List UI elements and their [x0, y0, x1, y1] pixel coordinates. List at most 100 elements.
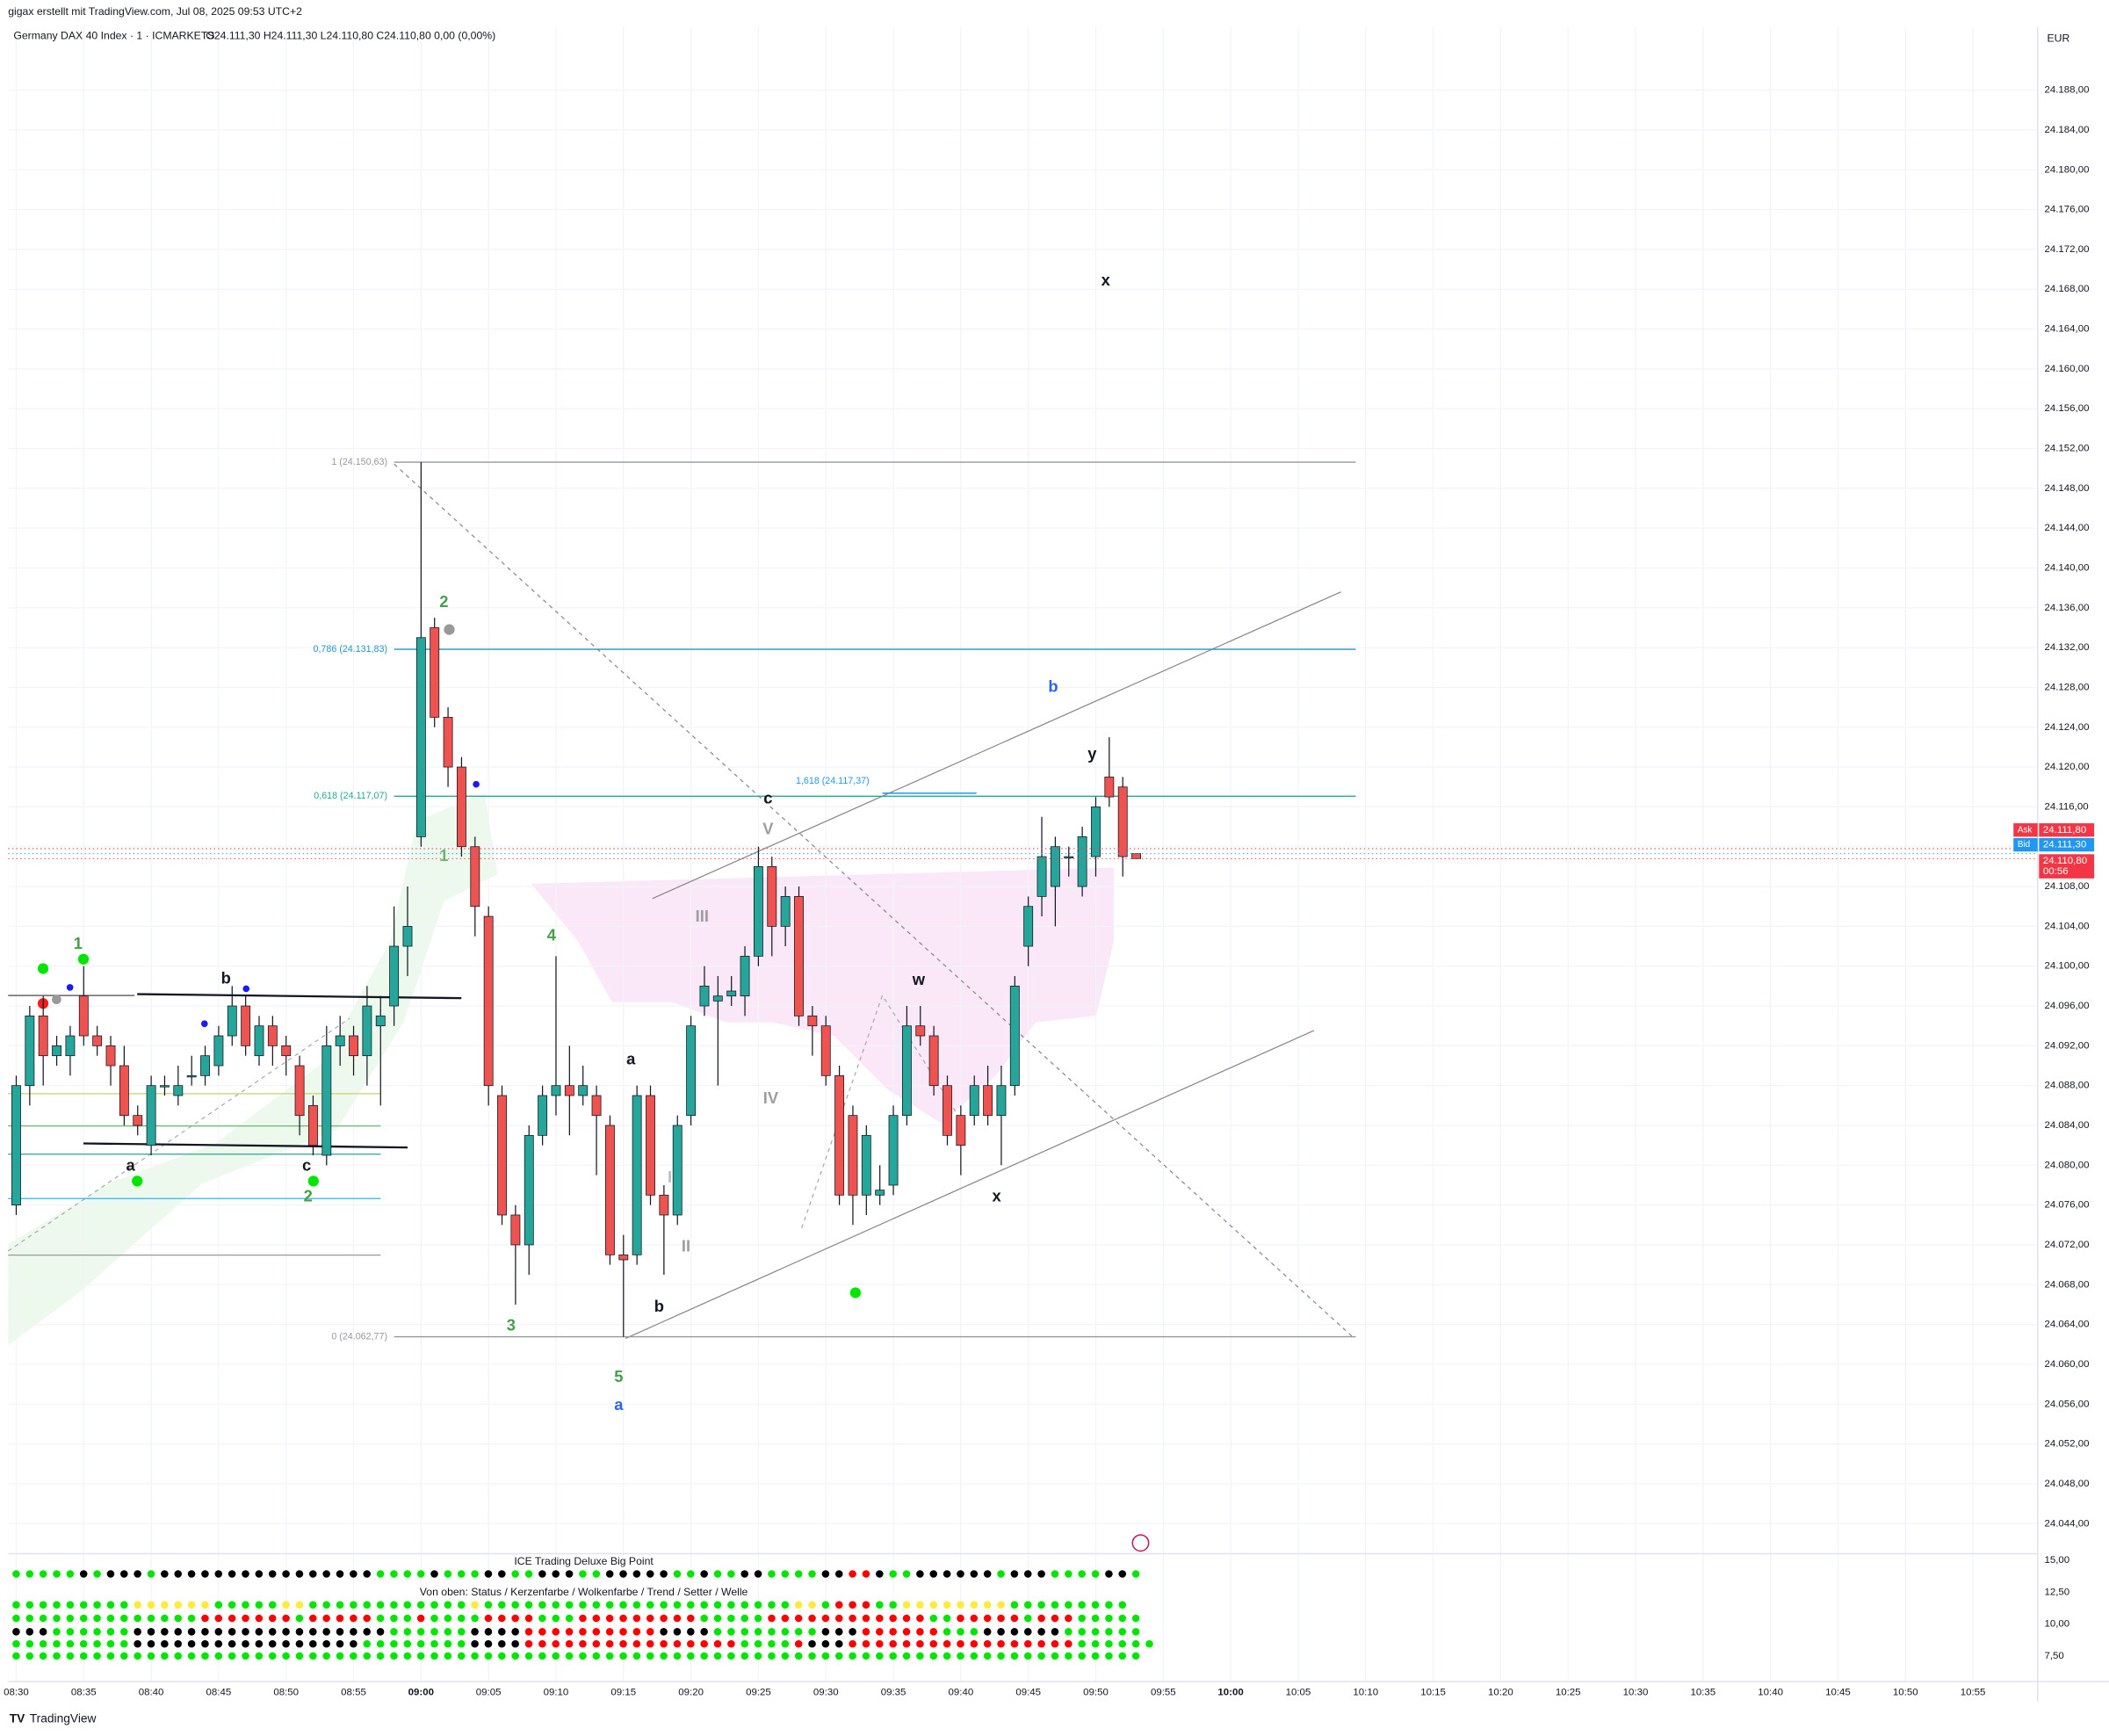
y-tick-label: 24.172,00	[2044, 244, 2089, 255]
indicator-dot	[1037, 1652, 1045, 1660]
indicator-dot	[309, 1601, 317, 1609]
candle-body	[983, 1085, 993, 1117]
indicator-dot	[187, 1614, 196, 1623]
candle-body	[65, 1035, 76, 1057]
indicator-dot	[538, 1639, 546, 1648]
indicator-dot	[632, 1601, 641, 1609]
indicator-dot	[619, 1570, 627, 1578]
indicator-dot	[242, 1570, 249, 1578]
indicator-dot	[889, 1614, 897, 1623]
indicator-dot	[93, 1614, 101, 1623]
indicator-dot	[1118, 1614, 1127, 1623]
wave-label: a	[614, 1395, 624, 1414]
indicator-dot	[579, 1652, 587, 1660]
indicator-dot	[740, 1601, 749, 1609]
wave-label: 1	[439, 846, 448, 864]
indicator-dot	[363, 1614, 372, 1623]
indicator-dot	[363, 1570, 372, 1578]
indicator-dot	[1023, 1614, 1032, 1623]
indicator-dot	[673, 1614, 682, 1623]
indicator-dot	[646, 1639, 654, 1648]
indicator-dot	[902, 1601, 911, 1609]
x-tick-label: 10:40	[1758, 1687, 1783, 1697]
indicator-dot	[660, 1601, 668, 1609]
indicator-dot	[943, 1570, 951, 1578]
indicator-dot	[970, 1628, 979, 1636]
alert-icon[interactable]	[1131, 1534, 1150, 1552]
indicator-dot	[511, 1628, 519, 1636]
indicator-dot	[471, 1652, 479, 1660]
candle-body	[389, 945, 400, 1007]
indicator-dot	[484, 1570, 493, 1578]
y-tick-label: 24.160,00	[2044, 364, 2089, 374]
indicator-dot	[119, 1628, 128, 1636]
indicator-dot	[943, 1628, 951, 1636]
indicator-dot	[552, 1601, 560, 1609]
indicator-dot	[970, 1570, 979, 1578]
indicator-dot	[673, 1652, 682, 1660]
indicator-dot	[147, 1601, 155, 1609]
indicator-dot	[754, 1601, 762, 1609]
y-tick-label: 24.072,00	[2044, 1240, 2089, 1250]
indicator-dot	[808, 1639, 816, 1648]
indicator-dot	[565, 1570, 574, 1578]
indicator-dot	[134, 1614, 141, 1623]
x-tick-label: 10:05	[1286, 1687, 1311, 1697]
indicator-dot	[834, 1639, 843, 1648]
indicator-dot	[322, 1570, 330, 1578]
indicator-dot	[916, 1601, 924, 1609]
indicator-dot	[970, 1614, 979, 1623]
y-tick-label: 24.104,00	[2044, 921, 2089, 931]
indicator-dot	[862, 1639, 870, 1648]
credit: gigax erstellt mit TradingView.com, Jul …	[8, 5, 302, 18]
y-tick-label: 24.056,00	[2044, 1399, 2089, 1409]
indicator-dot	[579, 1628, 587, 1636]
indicator-dot	[1091, 1652, 1100, 1660]
indicator-dot	[916, 1614, 924, 1623]
indicator-dot	[889, 1628, 897, 1636]
indicator-dot	[390, 1601, 398, 1609]
y-tick-label: 24.180,00	[2044, 164, 2089, 175]
candle-body	[928, 1035, 939, 1087]
indicator-dot	[484, 1614, 493, 1623]
candle-body	[969, 1085, 979, 1117]
candle-body	[254, 1025, 264, 1057]
indicator-dot	[12, 1652, 20, 1660]
indicator-dot	[1105, 1614, 1113, 1623]
indicator-dot	[187, 1652, 196, 1660]
indicator-dot	[740, 1570, 749, 1578]
indicator-dot	[134, 1652, 141, 1660]
indicator-dot	[403, 1639, 412, 1648]
indicator-dot	[916, 1570, 924, 1578]
indicator-dot	[768, 1570, 776, 1578]
indicator-dot	[821, 1614, 830, 1623]
indicator-dot	[524, 1570, 533, 1578]
indicator-dot	[161, 1639, 169, 1648]
green-cloud	[8, 793, 498, 1346]
indicator-dot	[605, 1601, 614, 1609]
indicator-dot	[1118, 1639, 1127, 1648]
indicator-dot	[929, 1652, 938, 1660]
indicator-dot	[754, 1628, 762, 1636]
indicator-dot	[768, 1628, 776, 1636]
candle-body	[375, 1015, 386, 1027]
indicator-dot	[849, 1652, 856, 1660]
indicator-dot	[781, 1628, 790, 1636]
indicator-dot	[350, 1570, 358, 1578]
indicator-dot	[228, 1628, 236, 1636]
price-tag-value: 24.111,80	[2043, 825, 2086, 835]
candle-body	[551, 1085, 561, 1096]
indicator-dot	[1023, 1652, 1032, 1660]
indicator-dot	[161, 1570, 169, 1578]
indicator-dot	[1131, 1639, 1140, 1648]
indicator-dot	[134, 1628, 141, 1636]
indicator-dot	[754, 1614, 762, 1623]
indicator-dot	[957, 1639, 964, 1648]
candle-body	[362, 1005, 372, 1057]
indicator-dot	[700, 1570, 708, 1578]
fib-label: 0 (24.062,77)	[331, 1331, 387, 1342]
x-tick-label: 10:45	[1825, 1687, 1851, 1697]
indicator-dot	[66, 1601, 75, 1609]
x-tick-label: 10:55	[1961, 1687, 1986, 1697]
indicator-dot	[376, 1652, 385, 1660]
